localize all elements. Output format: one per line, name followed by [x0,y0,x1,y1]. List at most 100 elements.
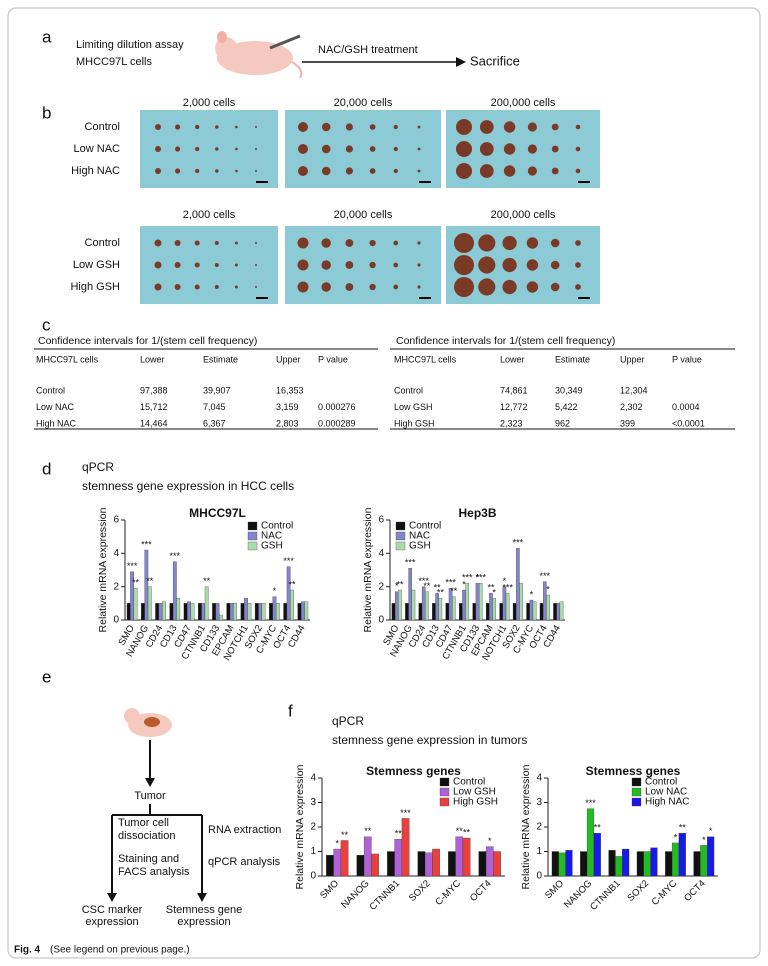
bar [693,851,701,877]
tumor [154,239,162,247]
table-cell: <0.0001 [672,418,705,428]
tumor [454,255,474,275]
table-cell: 3,159 [276,402,299,412]
significance: ** [437,588,445,598]
bar [475,583,480,621]
significance: * [702,835,706,845]
table-header: Estimate [555,354,590,364]
bar [432,848,440,877]
bar [304,601,309,621]
significance: *** [418,576,429,586]
bar [272,596,277,621]
legend-swatch [247,521,258,531]
bar [643,851,651,877]
bar [405,603,409,621]
significance: ** [341,830,349,840]
bar [363,836,372,877]
tumor [155,168,161,174]
flow-diagram [107,708,207,902]
x-tick-label: SOX2 [625,878,651,904]
tumor [369,261,376,269]
tumor [526,281,539,293]
column-label: 200,000 cells [491,209,556,221]
tumor [502,235,517,251]
legend-label: High NAC [645,797,689,808]
significance: ** [203,576,211,586]
bar [401,818,410,877]
bar [126,603,131,621]
bar [529,599,534,621]
table-header: MHCC97L cells [36,354,99,364]
tumor [195,146,200,152]
tumor [175,146,181,152]
chart-title: Stemness genes [586,764,681,778]
table-cell: 2,302 [620,402,643,412]
bar [187,601,191,621]
tumor [393,240,399,246]
x-tick-label: C-MYC [433,878,463,908]
significance: ** [132,578,140,588]
bar [169,603,174,621]
significance: * [488,836,492,846]
tumor [214,285,219,289]
x-tick-label: C-MYC [650,878,680,908]
significance: * [462,579,466,589]
table-cell: 6,367 [203,418,226,428]
bar [546,594,550,621]
legend-label: Low NAC [645,787,687,798]
significance: * [492,588,496,598]
bar [133,588,138,621]
column-label: 2,000 cells [183,97,236,109]
bar [671,842,680,877]
tumor [478,278,496,296]
bar [424,852,433,877]
text: stemness gene expression in tumors [332,733,527,747]
table-cell: High NAC [36,418,77,428]
bar [144,549,149,621]
table-cell: 12,772 [500,402,528,412]
bar [465,583,470,621]
x-tick-label: CTNNB1 [367,878,402,913]
bar [615,856,623,877]
bar [418,603,423,621]
panel-label: a [42,27,52,46]
bar [387,851,395,877]
tumor [478,256,496,274]
bar [283,603,288,621]
tumor [526,259,539,271]
text: dissociation [118,830,175,842]
bar [301,601,305,621]
tumor [575,146,581,152]
tumor [369,239,376,247]
y-axis-label: Relative mRNA expression [294,764,306,889]
significance: ** [450,586,458,596]
tumor [454,233,474,253]
bar [556,603,561,621]
significance: ** [456,826,464,836]
bar [176,598,181,621]
bar [565,850,573,877]
tumor [235,125,238,129]
significance: * [546,584,550,594]
tumor [215,169,219,173]
bar [455,836,464,877]
table-header: P value [672,354,702,364]
tumor [321,166,331,176]
text: expression [177,916,230,928]
table-cell: 2,803 [276,418,299,428]
text: RNA extraction [208,824,281,836]
text: stemness gene expression in HCC cells [82,479,294,493]
y-axis-label: Relative mRNA expression [362,507,374,632]
x-tick-label: SOX2 [407,878,433,904]
tumor [255,126,257,128]
bar [204,586,209,621]
column-label: 2,000 cells [183,209,236,221]
table-cell: 399 [620,418,635,428]
tumor [255,170,257,172]
y-tick-label: 0 [113,615,119,626]
legend-swatch [247,531,258,541]
y-tick-label: 2 [113,581,119,592]
tumor [479,120,494,134]
tumor [456,141,472,157]
bar [219,614,223,621]
